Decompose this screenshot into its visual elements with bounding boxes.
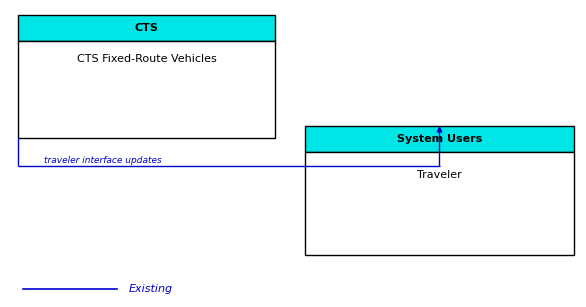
Text: Existing: Existing xyxy=(129,284,173,293)
Text: CTS Fixed-Route Vehicles: CTS Fixed-Route Vehicles xyxy=(77,54,216,64)
Text: Traveler: Traveler xyxy=(417,169,462,180)
Text: System Users: System Users xyxy=(397,134,482,144)
Bar xyxy=(305,126,574,152)
Bar xyxy=(305,152,574,255)
Text: CTS: CTS xyxy=(135,23,158,33)
Bar xyxy=(18,15,275,41)
Text: traveler interface updates: traveler interface updates xyxy=(44,156,162,165)
Bar xyxy=(18,41,275,138)
